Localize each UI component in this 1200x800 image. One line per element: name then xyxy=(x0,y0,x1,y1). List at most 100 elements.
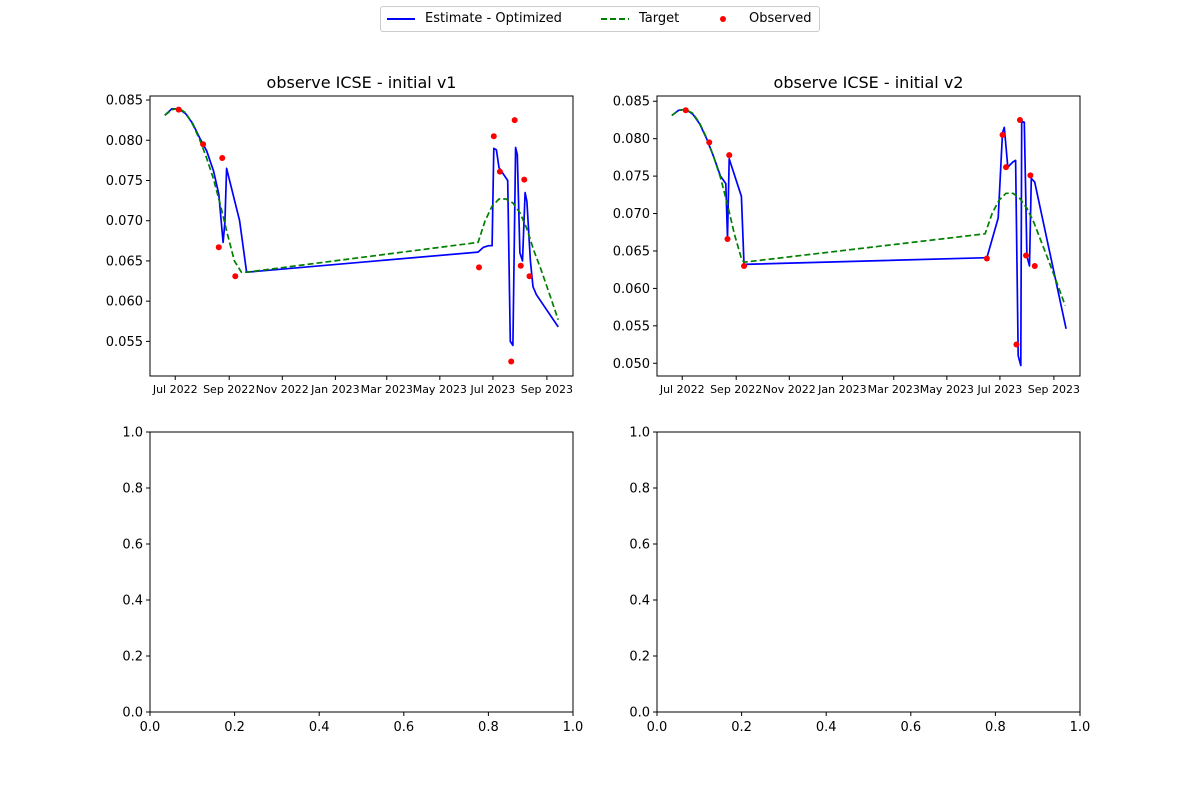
x-tick-label: Mar 2023 xyxy=(868,383,920,396)
legend-line-dashed-icon xyxy=(601,18,629,20)
x-tick-label: 1.0 xyxy=(1070,720,1091,735)
observed-point xyxy=(706,139,713,146)
y-tick-label: 0.085 xyxy=(613,95,650,110)
x-tick-label: 0.0 xyxy=(140,720,161,735)
observed-point xyxy=(200,141,207,148)
y-tick-label: 0.8 xyxy=(122,482,143,497)
x-tick-label: 0.2 xyxy=(224,720,245,735)
y-tick-label: 0.6 xyxy=(629,538,650,553)
observed-point xyxy=(215,244,222,251)
y-tick-label: 0.070 xyxy=(106,214,143,229)
y-tick-label: 0.080 xyxy=(106,134,143,149)
x-tick-label: 0.6 xyxy=(393,720,414,735)
y-tick-label: 0.085 xyxy=(106,94,143,109)
chart-title: observe ICSE - initial v1 xyxy=(267,73,457,92)
observed-point xyxy=(526,273,533,280)
y-tick-label: 0.0 xyxy=(122,706,143,721)
y-tick-label: 0.050 xyxy=(613,357,650,372)
y-tick-label: 0.2 xyxy=(122,650,143,665)
y-tick-label: 0.065 xyxy=(106,254,143,269)
observed-point xyxy=(1027,172,1034,179)
y-tick-label: 0.6 xyxy=(122,538,143,553)
observed-point xyxy=(1013,341,1020,348)
observed-point xyxy=(175,106,182,113)
x-tick-label: Sep 2022 xyxy=(203,383,255,396)
observed-point xyxy=(490,133,497,140)
y-tick-label: 0.080 xyxy=(613,132,650,147)
target-line xyxy=(164,107,560,320)
axes-frame xyxy=(149,431,574,713)
x-tick-label: Jul 2022 xyxy=(659,383,705,396)
observed-point xyxy=(741,262,748,269)
legend: Estimate - Optimized Target Observed xyxy=(380,6,820,32)
observed-point xyxy=(1003,164,1010,171)
y-tick-label: 0.8 xyxy=(629,482,650,497)
y-tick-label: 0.075 xyxy=(106,174,143,189)
observed-point xyxy=(521,176,528,183)
observed-point xyxy=(682,107,689,114)
observed-point xyxy=(511,117,518,124)
y-tick-label: 0.055 xyxy=(613,319,650,334)
x-tick-label: Jul 2023 xyxy=(470,383,516,396)
y-tick-label: 0.075 xyxy=(613,170,650,185)
x-tick-label: May 2023 xyxy=(413,383,467,396)
y-tick-label: 1.0 xyxy=(122,426,143,441)
legend-label-target: Target xyxy=(639,11,680,26)
x-tick-label: Mar 2023 xyxy=(361,383,413,396)
subplot-empty-left: 0.0 0.2 0.4 0.6 0.8 1.0 0.0 0.2 0.4 0.6 0.8 1.0 xyxy=(122,426,583,736)
subplot-v2: observe ICSE - initial v2 Jul 2022 Sep 202… xyxy=(613,73,1081,396)
x-tick-label: Jan 2023 xyxy=(817,383,866,396)
observed-point xyxy=(232,273,239,280)
subplot-v1: observe ICSE - initial v1 Jul 2022 Sep 202… xyxy=(106,73,574,396)
axes-frame xyxy=(656,95,1081,377)
legend-label-estimate: Estimate - Optimized xyxy=(425,11,562,26)
y-tick-label: 0.4 xyxy=(629,594,650,609)
observed-point xyxy=(1023,252,1030,259)
plot-area xyxy=(164,106,560,365)
x-tick-label: Jul 2022 xyxy=(152,383,198,396)
observed-point xyxy=(724,235,731,242)
x-tick-label: 1.0 xyxy=(563,720,584,735)
y-tick-label: 0.2 xyxy=(629,650,650,665)
plot-area xyxy=(671,107,1067,367)
y-tick-label: 0.055 xyxy=(106,335,143,350)
y-tick-label: 1.0 xyxy=(629,426,650,441)
y-tick-label: 0.060 xyxy=(613,282,650,297)
legend-marker-icon xyxy=(720,16,726,22)
y-tick-label: 0.065 xyxy=(613,244,650,259)
observed-point xyxy=(1016,116,1023,123)
chart-title: observe ICSE - initial v2 xyxy=(774,73,964,92)
observed-point xyxy=(496,168,503,175)
observed-point xyxy=(726,152,733,159)
axes-frame xyxy=(149,95,574,377)
axes-frame xyxy=(656,431,1081,713)
x-tick-label: Sep 2023 xyxy=(521,383,573,396)
x-tick-label: Jul 2023 xyxy=(977,383,1023,396)
x-tick-label: 0.4 xyxy=(816,720,837,735)
x-tick-label: 0.8 xyxy=(478,720,499,735)
x-tick-label: Sep 2023 xyxy=(1028,383,1080,396)
observed-point xyxy=(517,262,524,269)
observed-point xyxy=(999,131,1006,138)
x-tick-label: 0.0 xyxy=(647,720,668,735)
y-tick-label: 0.060 xyxy=(106,295,143,310)
x-tick-label: 0.4 xyxy=(309,720,330,735)
observed-point xyxy=(1031,262,1038,269)
x-tick-label: Jan 2023 xyxy=(310,383,359,396)
y-tick-label: 0.0 xyxy=(629,706,650,721)
legend-label-observed: Observed xyxy=(749,11,812,26)
x-tick-label: Nov 2022 xyxy=(763,383,816,396)
y-tick-label: 0.4 xyxy=(122,594,143,609)
target-line xyxy=(671,108,1066,306)
observed-point xyxy=(476,264,482,271)
observed-point xyxy=(219,154,226,161)
subplot-empty-right: 0.0 0.2 0.4 0.6 0.8 1.0 0.0 0.2 0.4 0.6 0.8 1.0 xyxy=(629,426,1090,736)
x-tick-label: May 2023 xyxy=(920,383,974,396)
x-tick-label: 0.2 xyxy=(731,720,752,735)
x-tick-label: Nov 2022 xyxy=(256,383,309,396)
x-tick-label: Sep 2022 xyxy=(710,383,762,396)
observed-point xyxy=(983,255,990,262)
x-tick-label: 0.6 xyxy=(900,720,921,735)
y-tick-label: 0.070 xyxy=(613,207,650,222)
